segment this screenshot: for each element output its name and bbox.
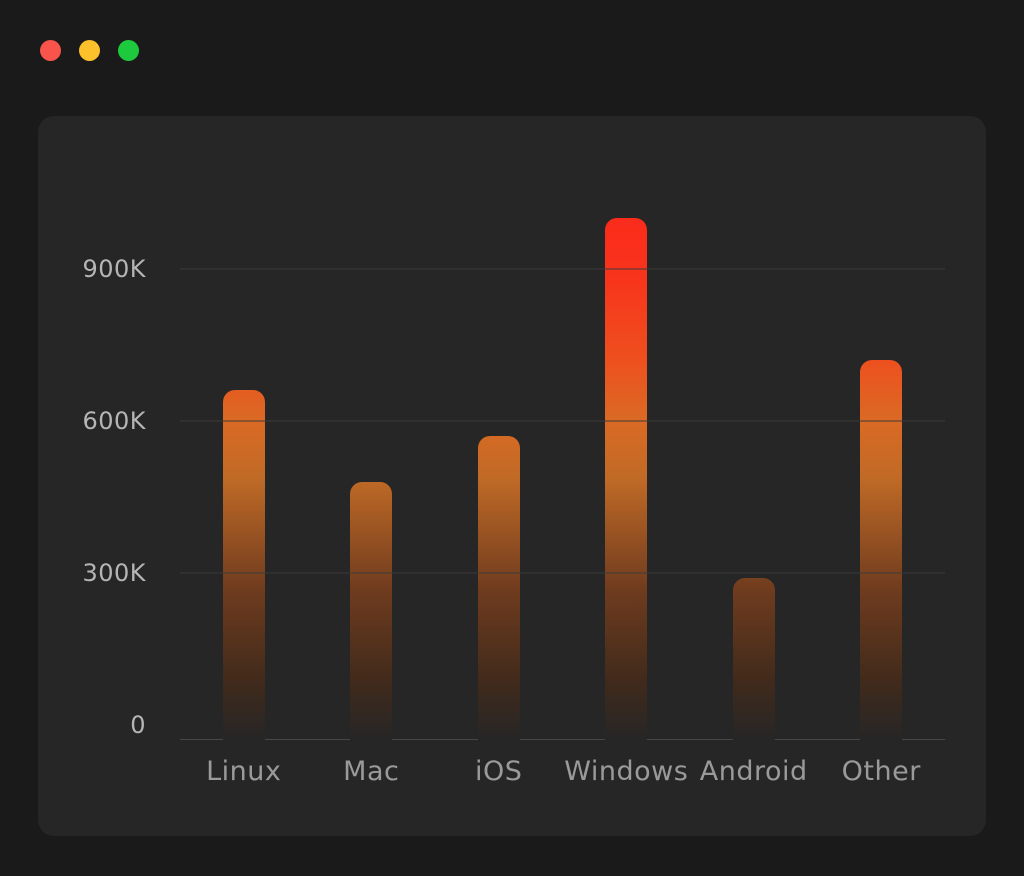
bar-android[interactable] xyxy=(732,578,775,740)
minimize-button[interactable] xyxy=(79,40,100,61)
window-titlebar xyxy=(40,40,139,61)
bar-slot-mac xyxy=(308,155,436,740)
x-axis-labels: Linux Mac iOS Windows Android Other xyxy=(180,756,945,787)
bar-windows[interactable] xyxy=(605,218,648,740)
close-button[interactable] xyxy=(40,40,61,61)
bar-slot-other xyxy=(818,155,946,740)
y-tick-label-600k: 600K xyxy=(82,407,146,435)
bar-linux[interactable] xyxy=(222,390,265,740)
y-tick-label-300k: 300K xyxy=(82,559,146,587)
x-tick-label-linux: Linux xyxy=(206,756,282,787)
bar-slot-android xyxy=(690,155,818,740)
x-tick-label-android: Android xyxy=(699,756,808,787)
x-tick-label-mac: Mac xyxy=(343,756,400,787)
bar-ios[interactable] xyxy=(477,436,520,740)
x-tick-label-other: Other xyxy=(841,756,921,787)
chart-card: 900K 600K 300K 0 Linux Mac iOS Windows Android O… xyxy=(38,116,986,836)
bar-mac[interactable] xyxy=(350,482,393,740)
x-axis-line xyxy=(180,739,945,740)
zoom-button[interactable] xyxy=(118,40,139,61)
bar-series xyxy=(180,155,946,740)
bar-other[interactable] xyxy=(860,360,903,740)
bar-chart: 900K 600K 300K 0 xyxy=(82,155,946,740)
gridline-600k xyxy=(180,420,945,422)
y-tick-label-900k: 900K xyxy=(82,255,146,283)
y-tick-label-0: 0 xyxy=(130,711,146,739)
bar-slot-ios xyxy=(435,155,563,740)
gridline-300k xyxy=(180,572,945,574)
x-tick-label-ios: iOS xyxy=(475,756,523,787)
x-tick-label-windows: Windows xyxy=(564,756,689,787)
gridline-900k xyxy=(180,268,945,270)
bar-slot-linux xyxy=(180,155,308,740)
bar-slot-windows xyxy=(563,155,691,740)
